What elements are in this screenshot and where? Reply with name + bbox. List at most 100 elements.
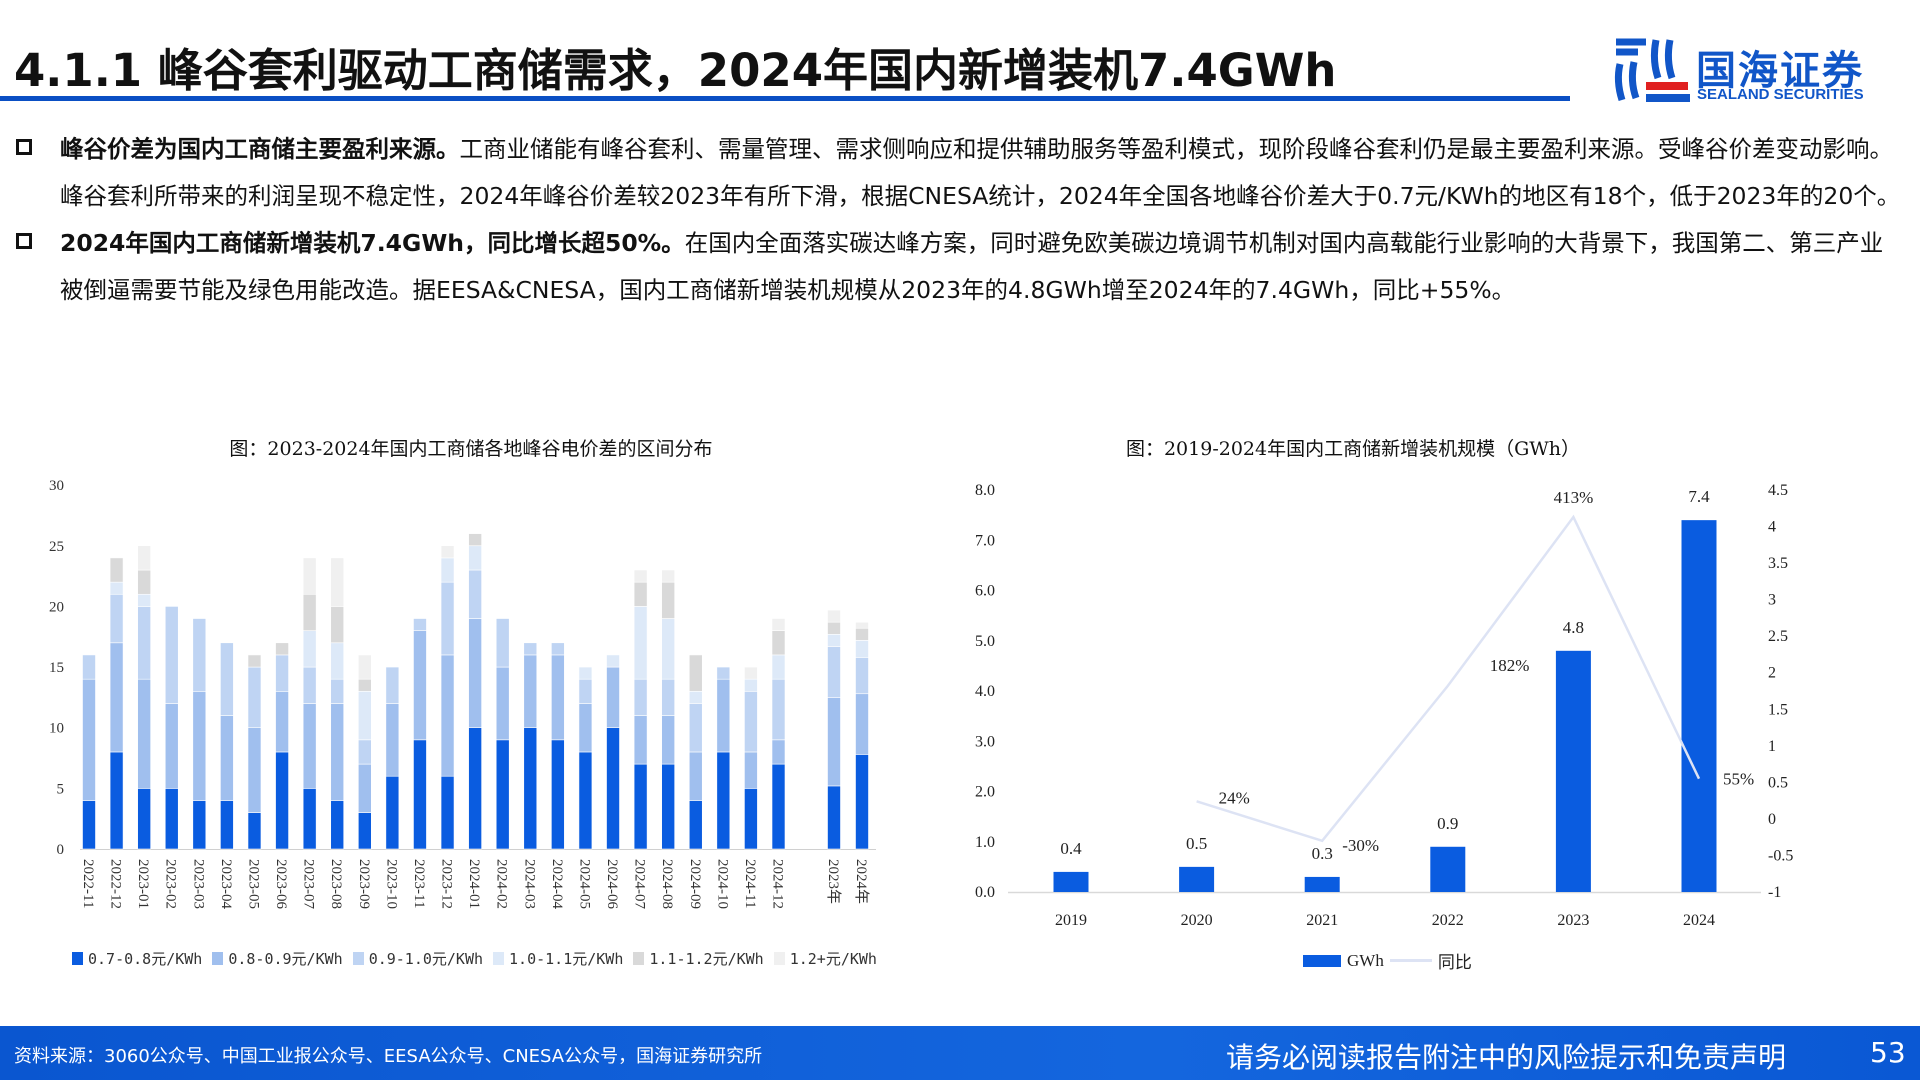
x-tick-label: 2024-05: [576, 859, 592, 909]
x-tick-label: 2023-10: [383, 859, 399, 909]
x-tick-label: 2023: [1557, 912, 1589, 929]
sealand-logo-mark-icon: [1614, 38, 1690, 102]
right-chart-legend: GWh 同比: [1303, 948, 1472, 973]
x-tick-label: 2024-03: [521, 859, 537, 909]
bar-segment: [164, 703, 179, 789]
x-tick-label: 2023-06: [273, 859, 289, 909]
bar-segment: [827, 609, 841, 623]
bar-segment: [357, 678, 372, 692]
bar-segment: [523, 727, 538, 850]
yoy-label: 24%: [1219, 788, 1250, 807]
bar-segment: [661, 763, 675, 850]
bar-segment: [137, 788, 151, 850]
bar-segment: [523, 654, 538, 728]
y-tick-label: 20: [49, 599, 64, 615]
bar-segment: [357, 654, 372, 680]
bar-segment: [302, 630, 317, 668]
bullet-text: 在国内全面落实碳达峰方案，同时避免欧美碳边境调节机制对国内高载能行业影响的大背景…: [60, 229, 1884, 304]
bar-segment: [633, 678, 648, 716]
bar-segment: [468, 545, 482, 571]
x-tick-label: 2022-11: [80, 859, 96, 908]
x-tick-label: 2024-04: [549, 859, 565, 909]
bar: [1681, 520, 1717, 892]
bar-segment: [578, 678, 593, 704]
bar: [1555, 650, 1591, 892]
bar-segment: [771, 654, 786, 680]
x-tick-label: 2024-11: [742, 859, 758, 908]
bar-segment: [330, 800, 345, 850]
bar-segment: [468, 569, 482, 619]
bar-segment: [744, 678, 758, 692]
footer-bar: 资料来源：3060公众号、中国工业报公众号、EESA公众号、CNESA公众号，国…: [0, 1026, 1920, 1080]
x-tick-label: 2023-05: [245, 859, 261, 909]
bar-segment: [275, 751, 289, 850]
bullet-item: 2024年国内工商储新增装机7.4GWh，同比增长超50%。在国内全面落实碳达峰…: [16, 220, 1906, 314]
bar-segment: [82, 678, 96, 801]
bar-value-label: 0.4: [1060, 839, 1082, 858]
title-underline: [0, 96, 1570, 101]
bar-segment: [855, 657, 869, 695]
bar-segment: [661, 678, 675, 716]
bar-segment: [164, 606, 179, 704]
bar-segment: [82, 800, 96, 850]
y-tick-label: 5.0: [975, 633, 995, 650]
x-tick-label: 2024-08: [659, 859, 675, 909]
bullet-item: 峰谷价差为国内工商储主要盈利来源。工商业储能有峰谷套利、需量管理、需求侧响应和提…: [16, 126, 1906, 220]
bar-segment: [468, 727, 482, 850]
bullet-list: 峰谷价差为国内工商储主要盈利来源。工商业储能有峰谷套利、需量管理、需求侧响应和提…: [16, 126, 1906, 314]
square-bullet-icon: [16, 139, 32, 155]
legend-swatch: [773, 952, 785, 965]
bar-segment: [688, 800, 703, 850]
bar-segment: [771, 630, 786, 656]
legend-label: 1.1-1.2元/KWh: [649, 950, 764, 968]
bar-segment: [82, 654, 96, 680]
bar-segment: [855, 754, 869, 850]
y-tick-label: 8.0: [975, 482, 995, 499]
bar-segment: [137, 678, 151, 789]
bar-segment: [385, 703, 400, 777]
bar-segment: [855, 693, 869, 755]
y-tick-label: 25: [49, 539, 64, 555]
bar-segment: [551, 739, 565, 850]
bar-segment: [440, 545, 455, 559]
bar-segment: [495, 666, 510, 741]
x-tick-label: 2023-12: [439, 859, 455, 909]
bar-segment: [220, 642, 234, 716]
bar-segment: [247, 666, 262, 729]
legend-label: 1.0-1.1元/KWh: [509, 950, 624, 968]
bar-segment: [606, 666, 620, 729]
bar-segment: [827, 633, 841, 647]
y-tick-label: 1.0: [975, 834, 995, 851]
x-tick-label: 2024: [1683, 912, 1715, 929]
x-tick-label: 2024-01: [466, 859, 482, 909]
y2-tick-label: 3: [1768, 592, 1776, 609]
bar-segment: [855, 621, 869, 629]
bar-segment: [247, 654, 262, 668]
x-tick-label: 2023-03: [190, 859, 206, 909]
x-tick-label: 2020: [1181, 912, 1213, 929]
bar-segment: [302, 666, 317, 704]
x-tick-label: 2024-12: [770, 859, 786, 909]
bar-segment: [716, 751, 731, 850]
y2-tick-label: 2.5: [1768, 628, 1788, 645]
y2-tick-label: 4: [1768, 519, 1776, 536]
bar-segment: [551, 642, 565, 656]
y-tick-label: 7.0: [975, 532, 995, 549]
bar-segment: [771, 618, 786, 631]
bar-segment: [744, 666, 758, 680]
bar-segment: [606, 727, 620, 850]
bar: [1053, 871, 1089, 892]
yoy-label: -30%: [1342, 836, 1379, 855]
x-tick-label: 2023-04: [218, 859, 234, 909]
y-tick-label: 0.0: [975, 884, 995, 901]
bar-segment: [275, 642, 289, 656]
bar: [1304, 876, 1340, 892]
bar-segment: [109, 593, 124, 644]
bar-segment: [855, 627, 869, 641]
bar-segment: [551, 654, 565, 741]
bar-segment: [716, 666, 731, 680]
bar-segment: [827, 785, 841, 850]
y-tick-label: 6.0: [975, 583, 995, 600]
bar-segment: [109, 642, 124, 753]
bar-segment: [827, 646, 841, 698]
